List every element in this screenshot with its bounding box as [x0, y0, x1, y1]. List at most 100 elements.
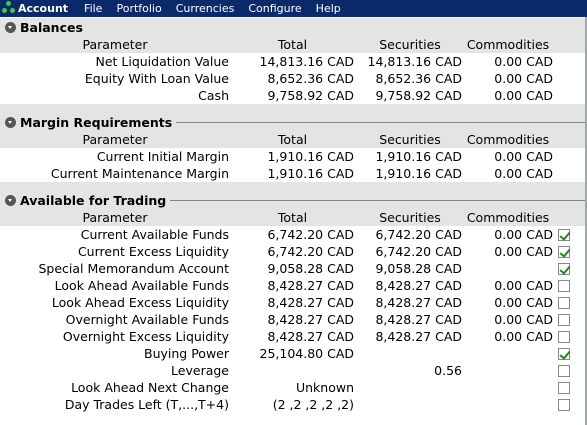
- row-commodities: [463, 260, 553, 277]
- row-parameter: Current Available Funds: [80, 227, 229, 242]
- row-total: 6,742.20 CAD: [267, 227, 354, 242]
- row-total: Unknown: [295, 380, 354, 395]
- row-checkbox[interactable]: [558, 331, 570, 343]
- row-securities: 8,428.27 CAD: [375, 278, 462, 293]
- row-parameter: Look Ahead Excess Liquidity: [51, 295, 229, 310]
- col-commodities: Commodities: [466, 132, 550, 147]
- row-securities: 6,742.20 CAD: [375, 227, 462, 242]
- collapse-toggle-icon[interactable]: [5, 21, 16, 33]
- col-parameter: Parameter: [82, 210, 148, 225]
- trading-section-header[interactable]: Available for Trading: [0, 191, 587, 209]
- row-checkbox[interactable]: [558, 229, 570, 241]
- row-checkbox[interactable]: [558, 382, 570, 394]
- row-parameter: Day Trades Left (T,...,T+4): [64, 397, 229, 412]
- row-securities: 14,813.16 CAD: [367, 54, 463, 69]
- row-parameter: Equity With Loan Value: [84, 71, 229, 86]
- row-total: 9,758.92 CAD: [267, 88, 354, 103]
- row-parameter: Current Initial Margin: [96, 149, 229, 164]
- trading-title: Available for Trading: [20, 192, 167, 208]
- menu-account[interactable]: Account: [18, 2, 69, 15]
- row-parameter: Buying Power: [144, 346, 229, 361]
- collapse-toggle-icon[interactable]: [5, 194, 16, 206]
- right-edge-scrollbar[interactable]: [585, 17, 587, 425]
- row-securities: 8,428.27 CAD: [375, 329, 462, 344]
- trading-column-header: Parameter Total Securities Commodities: [0, 209, 587, 226]
- balances-section-header[interactable]: Balances: [0, 18, 587, 36]
- table-row: Special Memorandum Account 9,058.28 CAD 9,…: [0, 260, 587, 277]
- margin-column-header: Parameter Total Securities Commodities: [0, 131, 587, 148]
- table-row: Overnight Excess Liquidity 8,428.27 CAD 8,…: [0, 328, 587, 345]
- row-total: 1,910.16 CAD: [267, 166, 354, 181]
- menu-help[interactable]: Help: [315, 2, 341, 15]
- row-commodities: 0.00 CAD: [494, 54, 553, 69]
- row-total: 8,428.27 CAD: [267, 312, 354, 327]
- app-logo-icon: [0, 0, 18, 17]
- menu-portfolio[interactable]: Portfolio: [116, 2, 162, 15]
- row-commodities: 0.00 CAD: [494, 88, 553, 103]
- row-checkbox[interactable]: [558, 348, 570, 360]
- row-parameter: Net Liquidation Value: [95, 54, 229, 69]
- row-checkbox[interactable]: [558, 314, 570, 326]
- row-parameter: Look Ahead Available Funds: [54, 278, 229, 293]
- section-gap: [0, 182, 587, 191]
- table-row: Leverage 0.56: [0, 362, 587, 379]
- col-securities: Securities: [379, 210, 441, 225]
- row-commodities: 0.00 CAD: [494, 295, 553, 310]
- table-row: Current Initial Margin 1,910.16 CAD 1,91…: [0, 148, 587, 165]
- row-commodities: 0.00 CAD: [494, 244, 553, 259]
- collapse-toggle-icon[interactable]: [5, 116, 16, 128]
- row-total: 8,428.27 CAD: [267, 278, 354, 293]
- row-checkbox[interactable]: [558, 297, 570, 309]
- menu-currencies[interactable]: Currencies: [175, 2, 235, 15]
- row-securities: 0.56: [434, 363, 462, 378]
- table-row: Current Excess Liquidity 6,742.20 CAD 6,74…: [0, 243, 587, 260]
- row-commodities: 0.00 CAD: [494, 166, 553, 181]
- table-row: Day Trades Left (T,...,T+4) (2 ,2 ,2 ,2 ,…: [0, 396, 587, 413]
- row-checkbox[interactable]: [558, 365, 570, 377]
- row-commodities: 0.00 CAD: [494, 71, 553, 86]
- margin-section-header[interactable]: Margin Requirements: [0, 113, 587, 131]
- row-securities: 1,910.16 CAD: [375, 149, 462, 164]
- row-securities: [357, 379, 462, 396]
- col-securities: Securities: [379, 37, 441, 52]
- row-commodities: [463, 379, 553, 396]
- col-commodities: Commodities: [466, 37, 550, 52]
- row-parameter: Overnight Excess Liquidity: [62, 329, 229, 344]
- section-divider: [170, 199, 587, 201]
- row-commodities: [463, 345, 553, 362]
- row-commodities: 0.00 CAD: [494, 149, 553, 164]
- row-securities: 9,758.92 CAD: [375, 88, 462, 103]
- row-total: 8,428.27 CAD: [267, 295, 354, 310]
- row-checkbox[interactable]: [558, 280, 570, 292]
- row-checkbox[interactable]: [558, 263, 570, 275]
- section-divider: [176, 121, 587, 123]
- table-row: Buying Power 25,104.80 CAD: [0, 345, 587, 362]
- col-securities: Securities: [379, 132, 441, 147]
- table-row: Look Ahead Next Change Unknown: [0, 379, 587, 396]
- col-commodities: Commodities: [466, 210, 550, 225]
- row-commodities: 0.00 CAD: [494, 329, 553, 344]
- menu-configure[interactable]: Configure: [248, 2, 302, 15]
- row-checkbox[interactable]: [558, 246, 570, 258]
- row-total: 1,910.16 CAD: [267, 149, 354, 164]
- row-securities: 8,428.27 CAD: [375, 295, 462, 310]
- row-securities: [357, 396, 462, 413]
- col-total: Total: [277, 37, 308, 52]
- row-total: [231, 362, 354, 379]
- row-parameter: Current Excess Liquidity: [77, 244, 229, 259]
- col-total: Total: [277, 210, 308, 225]
- table-row: Cash 9,758.92 CAD 9,758.92 CAD 0.00 CAD: [0, 87, 587, 104]
- col-total: Total: [277, 132, 308, 147]
- section-gap: [0, 104, 587, 113]
- row-parameter: Cash: [198, 88, 229, 103]
- row-securities: 6,742.20 CAD: [375, 244, 462, 259]
- row-checkbox[interactable]: [558, 399, 570, 411]
- table-row: Overnight Available Funds 8,428.27 CAD 8,4…: [0, 311, 587, 328]
- row-commodities: [463, 396, 553, 413]
- row-securities: 9,058.28 CAD: [375, 261, 462, 276]
- row-commodities: [463, 362, 553, 379]
- menu-file[interactable]: File: [84, 2, 103, 15]
- margin-title: Margin Requirements: [20, 114, 173, 130]
- row-total: 6,742.20 CAD: [267, 244, 354, 259]
- col-parameter: Parameter: [82, 132, 148, 147]
